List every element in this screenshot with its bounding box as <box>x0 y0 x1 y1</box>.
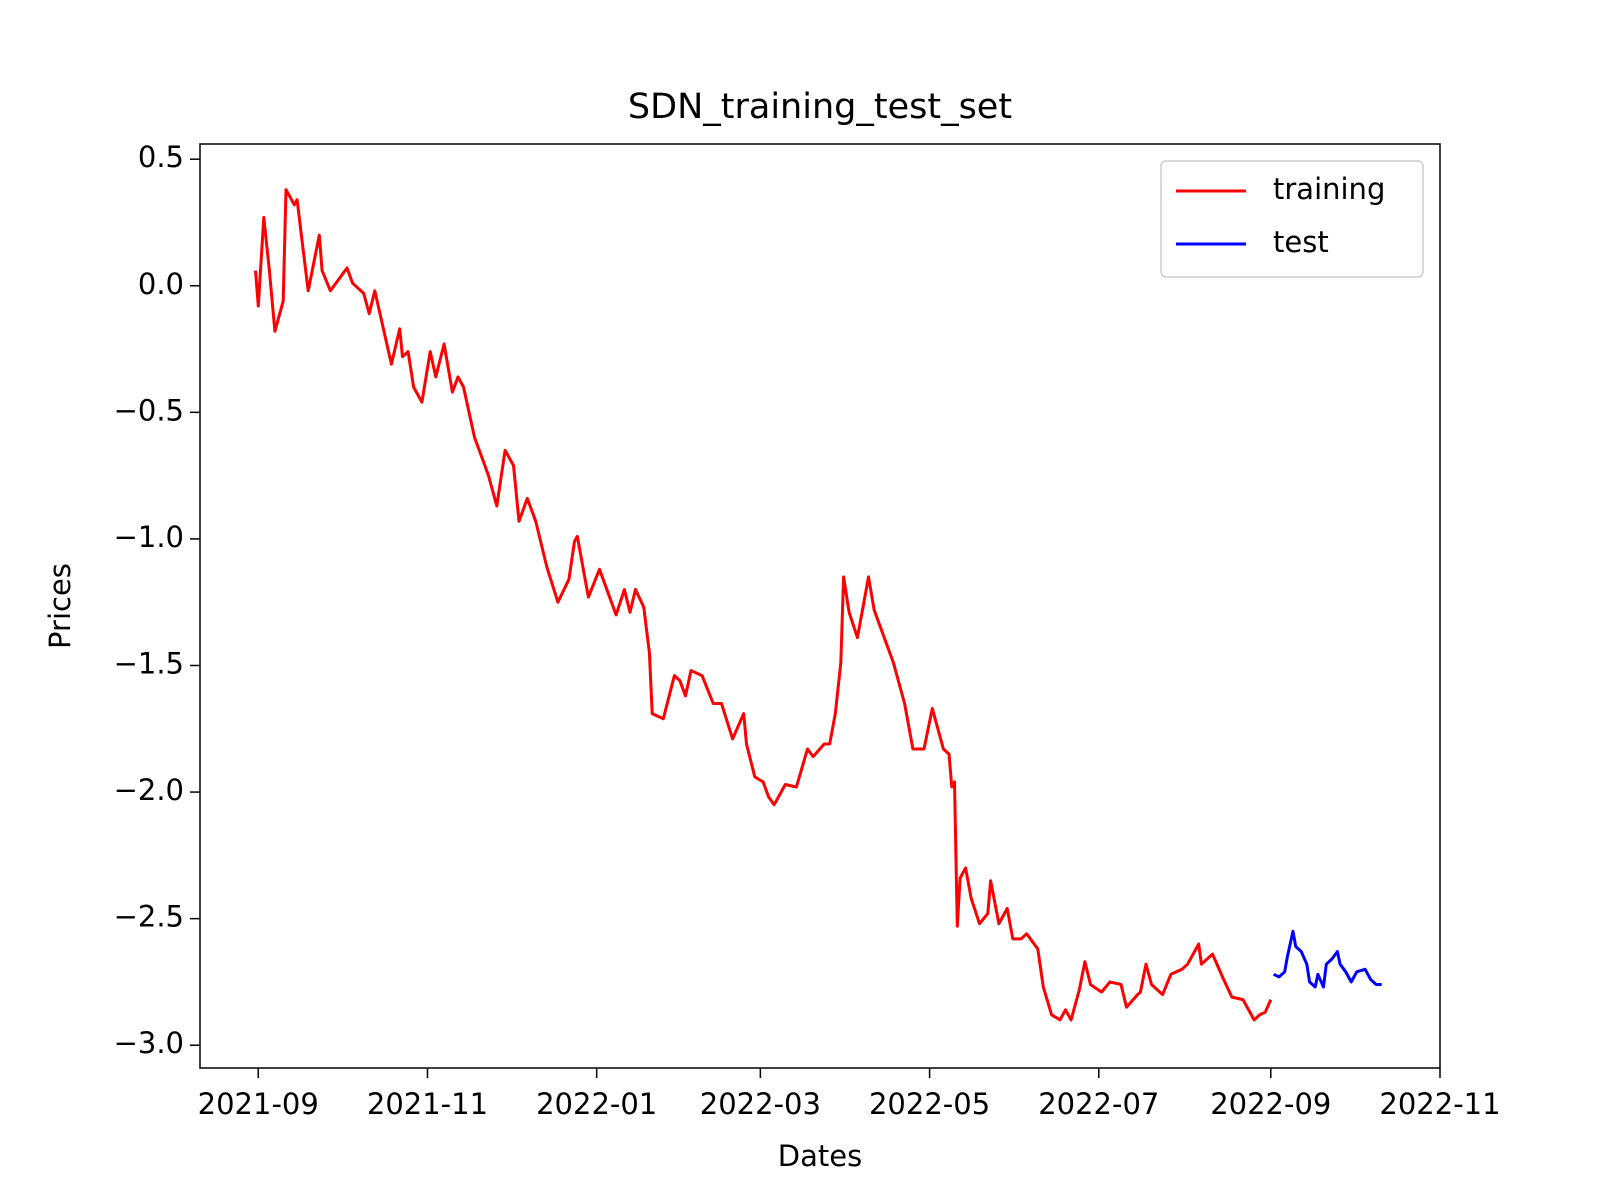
y-tick-label: 0.5 <box>138 140 184 174</box>
x-tick-label: 2022-07 <box>1038 1087 1159 1121</box>
y-tick-label: −1.0 <box>114 520 184 554</box>
legend-label: test <box>1273 225 1329 259</box>
y-tick-label: 0.0 <box>138 267 184 301</box>
legend: training test <box>1160 160 1424 278</box>
x-tick-label: 2021-11 <box>367 1087 488 1121</box>
x-tick-label: 2022-09 <box>1210 1087 1331 1121</box>
series-line <box>1272 929 1382 989</box>
x-tick-label: 2021-09 <box>198 1087 319 1121</box>
x-tick-label: 2022-01 <box>536 1087 657 1121</box>
series-line <box>254 188 1273 1022</box>
chart-title: SDN_training_test_set <box>628 87 1012 127</box>
y-tick-label: −0.5 <box>114 393 184 427</box>
x-tick-label: 2022-03 <box>700 1087 821 1121</box>
legend-label: training <box>1273 172 1385 206</box>
y-axis-label: Prices <box>43 563 77 649</box>
y-tick-label: −1.5 <box>114 646 184 680</box>
x-tick-label: 2022-11 <box>1379 1087 1500 1121</box>
plot-frame <box>199 143 1441 1069</box>
y-tick-label: −2.5 <box>114 900 184 934</box>
x-tick-label: 2022-05 <box>869 1087 990 1121</box>
x-axis-label: Dates <box>778 1139 862 1173</box>
y-tick-label: −3.0 <box>114 1026 184 1060</box>
y-tick-label: −2.0 <box>114 773 184 807</box>
